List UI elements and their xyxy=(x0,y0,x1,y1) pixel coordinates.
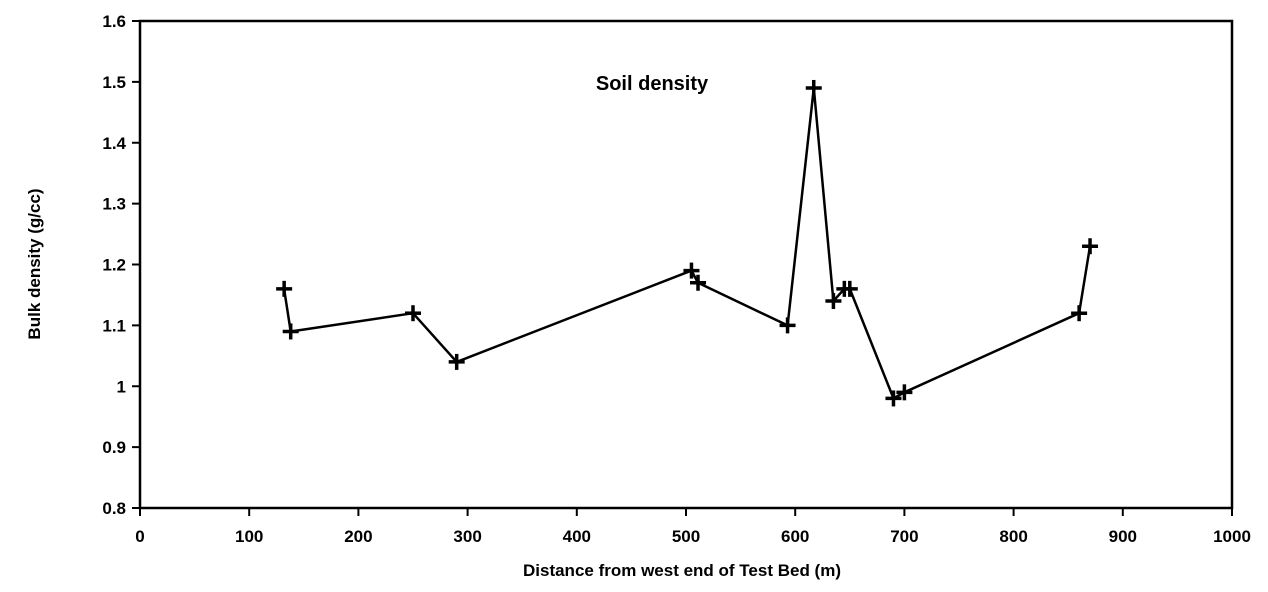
data-point-marker xyxy=(896,384,913,401)
x-axis-title: Distance from west end of Test Bed (m) xyxy=(523,561,841,580)
data-point-marker xyxy=(405,305,421,322)
chart-title: Soil density xyxy=(596,73,709,95)
y-tick-label: 1.3 xyxy=(102,195,126,214)
y-axis-ticks: 0.8 0.9 1 1.1 1.2 1.3 1.4 1.5 1.6 xyxy=(102,12,140,518)
y-tick-label: 1 xyxy=(117,377,126,396)
data-point-marker xyxy=(683,262,700,279)
x-axis-ticks: 0 100 200 300 400 500 600 700 800 900 1000 xyxy=(135,508,1251,546)
data-point-marker xyxy=(448,353,465,370)
data-point-marker xyxy=(276,280,293,297)
y-axis-title: Bulk density (g/cc) xyxy=(25,188,44,339)
data-point-marker xyxy=(825,293,842,310)
x-tick-label: 1000 xyxy=(1213,527,1251,546)
x-tick-label: 900 xyxy=(1109,527,1137,546)
data-point-marker xyxy=(885,390,902,407)
y-tick-label: 1.6 xyxy=(102,12,126,31)
x-tick-label: 0 xyxy=(135,527,144,546)
series-line xyxy=(282,86,1092,400)
series-group xyxy=(276,79,1099,407)
data-point-marker xyxy=(841,280,858,297)
x-tick-label: 400 xyxy=(563,527,591,546)
x-tick-label: 600 xyxy=(781,527,809,546)
x-tick-label: 100 xyxy=(235,527,263,546)
y-tick-label: 0.9 xyxy=(102,438,126,457)
data-point-marker xyxy=(690,274,707,291)
data-point-marker xyxy=(779,317,796,334)
y-tick-label: 1.2 xyxy=(102,256,126,275)
x-tick-label: 800 xyxy=(999,527,1027,546)
data-point-marker xyxy=(805,79,822,96)
x-tick-label: 300 xyxy=(453,527,481,546)
x-tick-label: 500 xyxy=(672,527,700,546)
y-tick-label: 1.4 xyxy=(102,134,126,153)
y-tick-label: 1.1 xyxy=(102,316,126,335)
y-tick-label: 0.8 xyxy=(102,499,126,518)
data-point-marker xyxy=(1071,305,1088,322)
data-point-marker xyxy=(282,323,299,340)
data-point-marker xyxy=(1082,238,1099,255)
x-tick-label: 200 xyxy=(344,527,372,546)
y-tick-label: 1.5 xyxy=(102,73,126,92)
x-tick-label: 700 xyxy=(890,527,918,546)
